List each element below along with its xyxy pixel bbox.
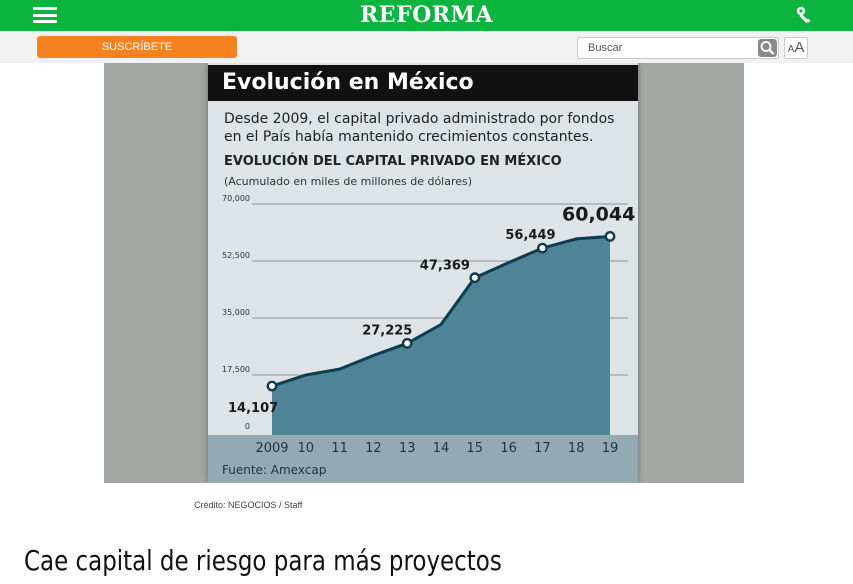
- chart-line: [271, 234, 611, 388]
- data-label: 47,369: [420, 259, 470, 274]
- x-axis-band: [208, 435, 638, 483]
- x-tick-label: 2009: [255, 441, 288, 456]
- font-size-button[interactable]: AA: [784, 37, 808, 59]
- infographic-heading: Evolución en México: [208, 65, 638, 101]
- x-tick-label: 17: [534, 441, 551, 456]
- chart-area: [272, 236, 610, 435]
- y-tick-label: 70,000: [222, 194, 250, 203]
- infographic: Evolución en México Desde 2009, el capit…: [208, 63, 638, 483]
- data-label: 14,107: [228, 401, 278, 416]
- y-tick-label: 52,500: [222, 251, 250, 260]
- subscribe-button[interactable]: SUSCRÍBETE: [37, 36, 237, 58]
- font-size-big-label: A: [794, 39, 805, 56]
- x-tick-label: 16: [500, 441, 517, 456]
- key-icon[interactable]: [795, 5, 815, 25]
- x-tick-label: 12: [365, 441, 382, 456]
- search-icon: [760, 41, 775, 55]
- x-tick-label: 14: [433, 441, 450, 456]
- x-tick-label: 13: [399, 441, 416, 456]
- article-headline: Cae capital de riesgo para más proyectos: [24, 544, 502, 577]
- sub-bar: SUSCRÍBETE AA: [0, 31, 853, 63]
- search-box: [577, 37, 779, 59]
- data-point: [266, 380, 278, 392]
- photo-credit: Crédito: NEGOCIOS / Staff: [194, 500, 303, 510]
- search-button[interactable]: [758, 39, 777, 57]
- x-tick-label: 18: [568, 441, 585, 456]
- font-size-small-label: A: [787, 44, 795, 55]
- data-point: [604, 231, 616, 242]
- top-bar: REFORMA: [0, 0, 853, 31]
- data-point: [401, 337, 413, 349]
- site-logo: REFORMA: [359, 2, 494, 28]
- x-tick-label: 11: [331, 441, 348, 456]
- data-point: [536, 242, 548, 254]
- y-tick-label: 0: [245, 422, 250, 431]
- hamburger-menu-icon[interactable]: [33, 6, 57, 24]
- search-input[interactable]: [578, 38, 756, 58]
- data-point: [469, 272, 481, 284]
- y-tick-label: 17,500: [222, 365, 250, 374]
- data-label: 56,449: [505, 228, 555, 243]
- data-label: 27,225: [362, 323, 412, 338]
- x-tick-label: 15: [467, 441, 484, 456]
- area-chart: 0 17,500 35,000 52,500 70,000 14,107 27,225 47…: [208, 194, 638, 483]
- chart-subtitle: (Acumulado en miles de millones de dólar…: [224, 175, 473, 188]
- chart-title: EVOLUCIÓN DEL CAPITAL PRIVADO EN MÉXICO: [224, 154, 562, 169]
- x-tick-label: 10: [298, 441, 315, 456]
- chart-source: Fuente: Amexcap: [222, 463, 326, 477]
- y-tick-label: 35,000: [222, 308, 250, 317]
- article-image[interactable]: Evolución en México Desde 2009, el capit…: [104, 63, 744, 483]
- x-tick-label: 19: [602, 441, 619, 456]
- data-label: 60,044: [562, 203, 635, 225]
- infographic-description: Desde 2009, el capital privado administr…: [224, 111, 615, 145]
